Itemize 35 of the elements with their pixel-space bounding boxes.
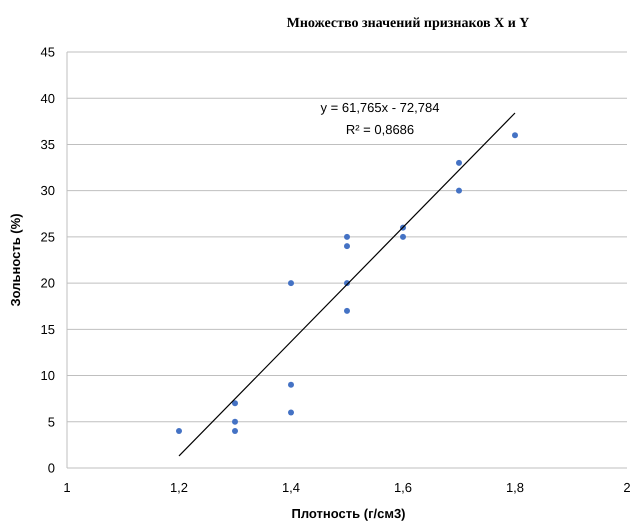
- y-tick-label: 25: [40, 229, 55, 244]
- point: [456, 160, 462, 166]
- point: [232, 418, 238, 425]
- x-tick-label: 2: [623, 480, 631, 495]
- annotation: y = 61,765x - 72,784: [320, 100, 440, 115]
- y-tick-label: 45: [40, 44, 55, 60]
- y-tick-label: 5: [48, 414, 55, 430]
- y-tick-label: 35: [40, 136, 55, 152]
- x-axis-title: Плотность (г/см3): [292, 506, 406, 521]
- point: [232, 400, 238, 406]
- point: [176, 428, 182, 434]
- y-tick-label: 20: [40, 276, 55, 291]
- point: [456, 188, 462, 194]
- y-tick-label: 0: [48, 460, 55, 476]
- point: [344, 234, 350, 240]
- annotation: R² = 0,8686: [346, 122, 414, 137]
- point: [344, 243, 350, 250]
- chart-title: Множество значений признаков X и Y: [286, 16, 530, 31]
- x-tick-label: 1,8: [506, 480, 524, 495]
- y-axis-title: Зольность (%): [8, 213, 23, 307]
- x-tick-label: 1,2: [170, 480, 188, 495]
- y-tick-label: 40: [40, 90, 55, 106]
- y-tick-label: 15: [40, 322, 55, 337]
- x-tick-label: 1: [63, 480, 71, 495]
- x-tick-label: 1,6: [394, 480, 412, 495]
- point: [288, 410, 294, 416]
- point: [232, 428, 238, 434]
- y-tick-label: 10: [40, 368, 55, 384]
- point: [288, 280, 294, 286]
- point: [344, 308, 350, 314]
- point: [512, 132, 518, 138]
- x-tick-label: 1,4: [282, 480, 300, 495]
- point: [400, 234, 406, 240]
- y-tick-label: 30: [40, 183, 55, 198]
- point: [288, 382, 294, 388]
